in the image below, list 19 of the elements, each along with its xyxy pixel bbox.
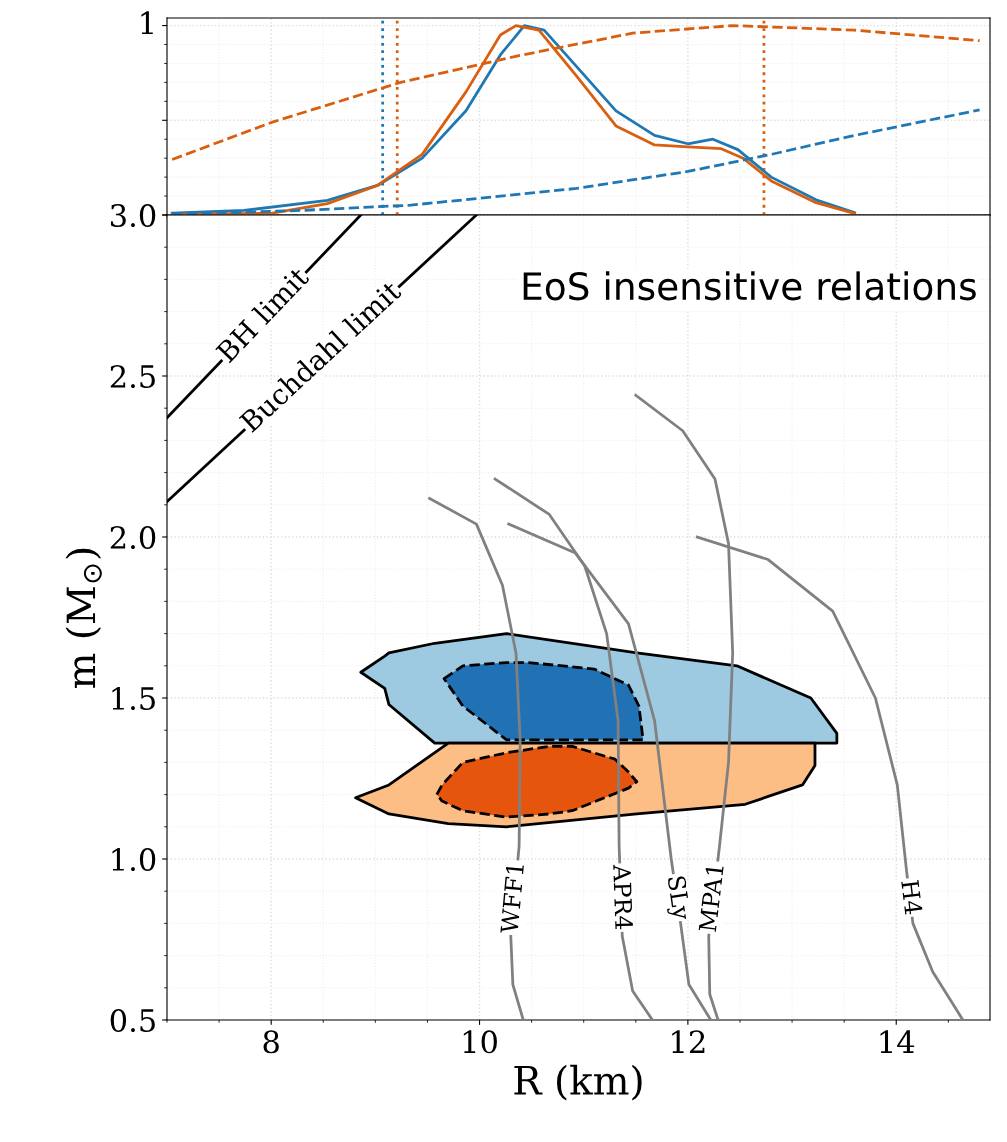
- x-tick-label: 10: [463, 1030, 497, 1054]
- x-axis-title: R (km): [514, 1064, 642, 1101]
- y-tick-label: 1.0: [112, 847, 156, 872]
- text: 1: [141, 11, 153, 35]
- y-tick-label: 2.5: [110, 364, 155, 389]
- x-tick-label: 12: [672, 1030, 705, 1053]
- text: SLy: [662, 875, 692, 922]
- text: WFF1: [500, 864, 524, 934]
- y-axis-title: m (M$_{⊙}$): [65, 548, 102, 689]
- y-tick-label: 0.5: [110, 1008, 155, 1033]
- annotation: EoS insensitive relations: [523, 271, 976, 301]
- text: MPA1: [698, 864, 724, 932]
- y-tick-label: 3.0: [111, 203, 156, 228]
- y-tick-label: 2.0: [110, 525, 156, 550]
- text: APR4: [613, 864, 634, 930]
- y-tick-label: 1.5: [112, 686, 155, 711]
- x-tick-label: 14: [880, 1030, 915, 1053]
- x-tick-label: 8: [263, 1030, 279, 1054]
- text: H4: [901, 879, 923, 915]
